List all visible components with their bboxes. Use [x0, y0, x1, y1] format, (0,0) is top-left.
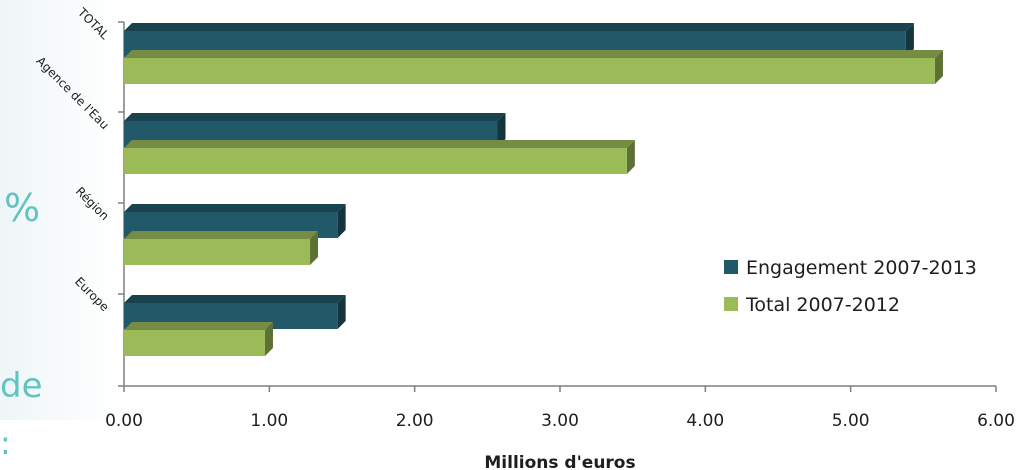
bar — [124, 148, 627, 174]
bar-side-face — [905, 23, 914, 57]
bar-side-face — [310, 231, 319, 265]
bar — [124, 330, 265, 356]
bar-top-face — [124, 50, 943, 58]
category-label: Europe — [72, 274, 112, 314]
x-tick-label: 3.00 — [541, 411, 579, 431]
bar-side-face — [337, 204, 346, 238]
bar-top-face — [124, 295, 346, 303]
background-text-fragment: de — [0, 366, 43, 406]
x-tick-label: 5.00 — [832, 411, 870, 431]
bar-side-face — [497, 113, 506, 147]
bar-top-face — [124, 204, 346, 212]
category-label: Région — [73, 184, 112, 223]
x-tick-label: 6.00 — [977, 411, 1015, 431]
legend-label: Total 2007-2012 — [745, 294, 900, 316]
bar-side-face — [264, 322, 273, 356]
background-text-fragment: : — [0, 424, 11, 462]
legend-swatch — [724, 260, 738, 274]
bar — [124, 239, 311, 265]
x-axis-label: Millions d'euros — [484, 453, 635, 470]
bar-side-face — [934, 50, 943, 84]
bar-top-face — [124, 23, 914, 31]
legend-label: Engagement 2007-2013 — [746, 257, 977, 279]
x-tick-label: 4.00 — [686, 411, 724, 431]
bar-top-face — [124, 140, 635, 148]
category-label: Agence de l'Eau — [34, 54, 112, 132]
background-text-fragment: % — [4, 186, 41, 230]
background-gradient — [0, 0, 122, 420]
bar — [124, 58, 935, 84]
bar-side-face — [626, 140, 635, 174]
bar-top-face — [124, 113, 506, 121]
x-tick-label: 0.00 — [105, 411, 143, 431]
legend-swatch — [724, 297, 738, 311]
bar-top-face — [124, 231, 319, 239]
x-tick-label: 1.00 — [250, 411, 288, 431]
category-label: TOTAL — [74, 5, 112, 43]
bar-top-face — [124, 322, 273, 330]
x-tick-label: 2.00 — [396, 411, 434, 431]
bar-side-face — [337, 295, 346, 329]
